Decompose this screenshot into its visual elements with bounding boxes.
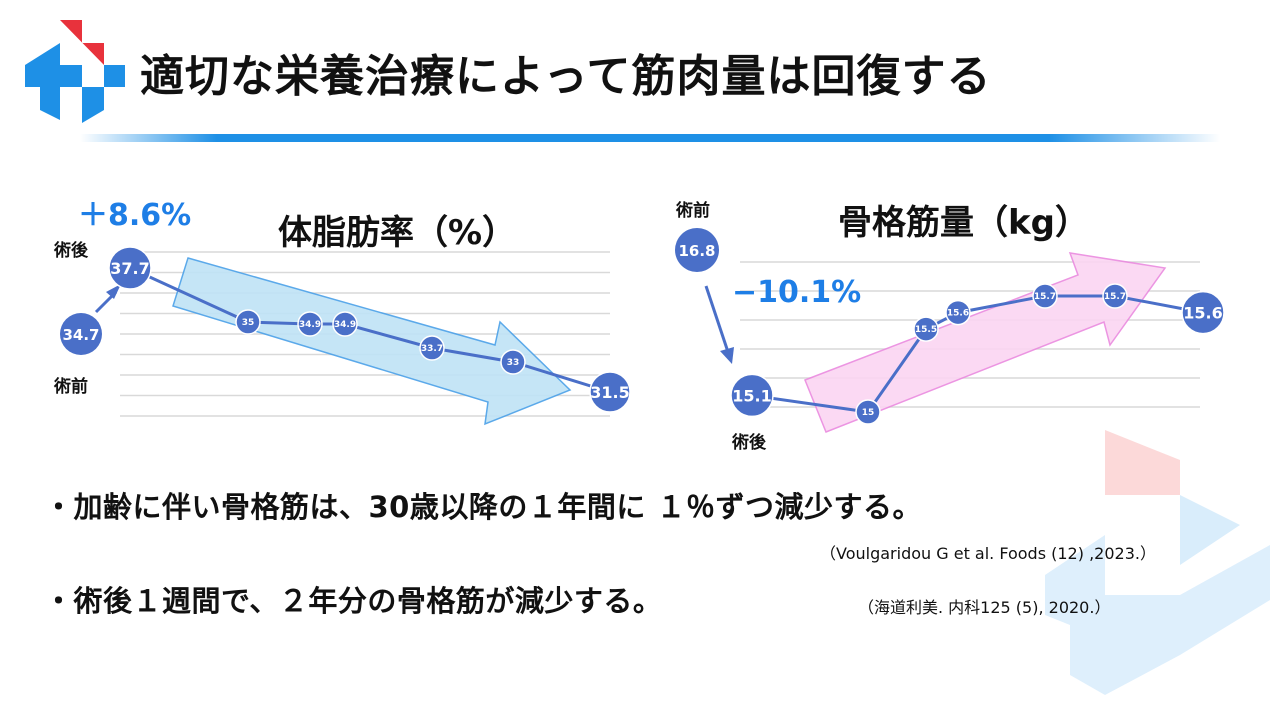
muscle-point xyxy=(1181,290,1225,335)
muscle-before-value: 16.8 xyxy=(678,242,715,260)
fat-chart-title: 体脂肪率（%） xyxy=(278,213,517,253)
bullet-2-citation: （海道利美. 内科125 (5), 2020.） xyxy=(858,598,1111,617)
muscle-data-label: 15.6 xyxy=(1183,304,1222,323)
fat-after-label: 術後 xyxy=(54,241,88,261)
muscle-chart-title: 骨格筋量（kg） xyxy=(838,203,1089,243)
muscle-data-label: 15.7 xyxy=(1034,292,1056,302)
fat-before-value: 34.7 xyxy=(62,326,99,344)
fat-data-label: 33.7 xyxy=(421,344,443,354)
muscle-data-label: 15.5 xyxy=(915,325,937,335)
fat-data-label: 35 xyxy=(242,318,255,328)
muscle-pre-arrowhead xyxy=(720,347,734,364)
bullet-2-text: ・術後１週間で、２年分の骨格筋が減少する。 xyxy=(44,584,663,618)
fat-point xyxy=(419,335,445,361)
muscle-change-label: −10.1% xyxy=(732,275,862,310)
muscle-point xyxy=(913,316,939,342)
fat-change-label: ＋8.6% xyxy=(78,198,192,233)
muscle-data-label: 15 xyxy=(862,408,875,418)
fat-chart: 37.7 35 34.9 34.9 33.7 33 31.5 34.7 xyxy=(60,246,631,426)
fat-pre-arrowhead xyxy=(106,284,121,299)
muscle-point xyxy=(1032,283,1058,309)
muscle-after-label: 術後 xyxy=(732,433,766,453)
muscle-before-marker xyxy=(675,228,719,272)
fat-data-label: 34.9 xyxy=(299,320,321,330)
muscle-point xyxy=(855,399,881,425)
fat-point xyxy=(589,371,631,413)
fat-point xyxy=(297,311,323,337)
muscle-before-label: 術前 xyxy=(676,201,710,221)
bullet-1-text: ・加齢に伴い骨格筋は、30歳以降の１年間に １％ずつ減少する。 xyxy=(44,490,922,524)
fat-point xyxy=(108,246,152,290)
fat-data-label: 37.7 xyxy=(110,259,149,278)
bullet-1-citation: （Voulgaridou G et al. Foods (12) ,2023.） xyxy=(820,544,1156,563)
muscle-point xyxy=(945,299,971,326)
page-title: 適切な栄養治療によって筋肉量は回復する xyxy=(140,51,992,102)
muscle-data-label: 15.7 xyxy=(1104,292,1126,302)
muscle-data-label: 15.1 xyxy=(732,386,771,405)
fat-data-label: 34.9 xyxy=(334,320,356,330)
fat-trend-arrow xyxy=(172,257,572,426)
title-underline xyxy=(80,134,1220,142)
fat-data-label: 33 xyxy=(507,358,520,368)
watermark-logo-icon xyxy=(1045,430,1270,695)
fat-point xyxy=(332,311,358,337)
muscle-point xyxy=(1102,283,1128,309)
fat-point xyxy=(500,349,526,375)
fat-point xyxy=(235,309,261,335)
muscle-point xyxy=(730,373,774,418)
muscle-chart: 15.1 15 15.5 15.6 15.7 15.7 15.6 16.8 xyxy=(675,228,1225,433)
fat-data-label: 31.5 xyxy=(590,383,629,402)
fat-before-label: 術前 xyxy=(54,377,88,397)
fat-before-marker xyxy=(60,313,102,355)
muscle-data-label: 15.6 xyxy=(947,309,969,319)
muscle-pre-arrow xyxy=(704,285,730,353)
hospital-cross-logo-icon xyxy=(25,20,125,123)
